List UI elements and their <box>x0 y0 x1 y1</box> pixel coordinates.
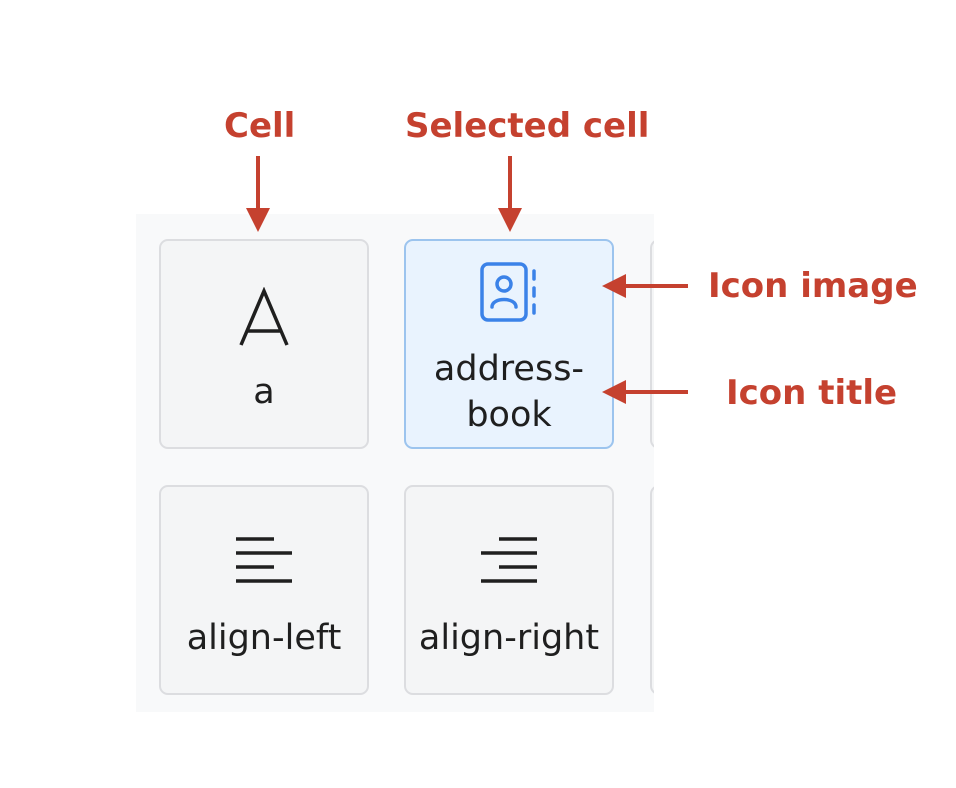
icon-cell-align-left[interactable]: align-left <box>159 485 369 695</box>
icon-cell-a[interactable]: a <box>159 239 369 449</box>
icon-grid-panel: a address- book <box>136 214 654 712</box>
icon-cell-align-right[interactable]: align-right <box>404 485 614 695</box>
callout-selected-cell-label: Selected cell <box>405 106 650 146</box>
callout-icon-image-label: Icon image <box>708 266 918 306</box>
icon-cell-address-book-selected[interactable]: address- book <box>404 239 614 449</box>
icon-title: align-right <box>418 618 600 658</box>
align-left-icon <box>161 535 367 591</box>
align-right-icon <box>406 535 612 591</box>
address-book-icon <box>406 259 612 325</box>
callout-cell-label: Cell <box>224 106 296 146</box>
callout-icon-title-label: Icon title <box>726 373 898 413</box>
letter-a-icon <box>161 287 367 349</box>
icon-title: address- book <box>433 349 585 435</box>
icon-title: a <box>253 372 275 412</box>
icon-title: align-left <box>186 618 342 658</box>
